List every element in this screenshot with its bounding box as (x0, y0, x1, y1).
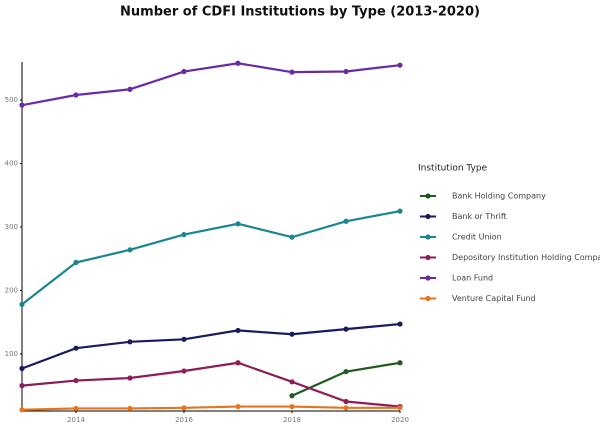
legend-label: Bank Holding Company (452, 192, 546, 201)
legend-marker (425, 193, 431, 199)
data-point (343, 369, 349, 375)
data-point (19, 301, 25, 307)
data-point (127, 375, 133, 381)
data-point (19, 407, 25, 413)
series-line (21, 62, 401, 107)
data-point (127, 247, 133, 253)
data-point (181, 68, 187, 75)
legend-title: Institution Type (418, 164, 488, 174)
series-line (21, 210, 401, 306)
series-line (21, 322, 401, 370)
data-point (289, 393, 295, 399)
y-tick-label: 200 (5, 286, 18, 294)
legend-marker (425, 254, 431, 261)
x-tick-label: 2014 (67, 416, 85, 424)
y-tick-label: 400 (5, 160, 18, 168)
data-point (289, 331, 295, 337)
legend-label: Bank or Thrift (452, 212, 507, 221)
data-point (127, 405, 133, 412)
legend-marker (425, 295, 431, 302)
data-point (73, 377, 79, 384)
x-tick-label: 2018 (283, 416, 301, 424)
data-point (343, 405, 349, 411)
y-tick-label: 100 (5, 350, 18, 358)
data-point (343, 68, 349, 75)
data-point (397, 208, 403, 214)
legend-marker (425, 213, 431, 220)
legend-marker (425, 234, 431, 240)
data-point (343, 326, 349, 332)
data-point (19, 383, 25, 389)
data-point (289, 234, 295, 240)
data-point (235, 327, 241, 334)
data-point (289, 403, 295, 410)
data-point (235, 60, 241, 66)
x-tick-label: 2020 (391, 416, 409, 424)
data-point (127, 86, 133, 92)
data-point (343, 218, 349, 224)
legend-label: Venture Capital Fund (452, 294, 536, 303)
data-point (289, 69, 295, 75)
data-point (181, 405, 187, 411)
data-point (181, 336, 187, 342)
data-point (19, 365, 25, 372)
data-point (127, 339, 133, 345)
series-line (291, 361, 401, 397)
data-point (397, 360, 403, 366)
data-point (73, 259, 79, 266)
data-point (289, 379, 295, 385)
data-point (235, 221, 241, 227)
data-point (73, 345, 79, 351)
data-point (73, 92, 79, 98)
data-point (235, 360, 241, 366)
y-tick-label: 300 (5, 223, 18, 231)
data-point (73, 405, 79, 412)
legend-label: Depository Institution Holding Company (452, 253, 600, 262)
data-point (343, 398, 349, 405)
data-point (397, 321, 403, 327)
x-tick-label: 2016 (175, 416, 193, 424)
data-point (19, 102, 25, 108)
data-point (181, 368, 187, 374)
legend-marker (425, 275, 431, 281)
legend-label: Credit Union (452, 233, 502, 242)
data-point (397, 405, 403, 411)
series-line (21, 361, 401, 408)
data-point (235, 403, 241, 410)
data-point (397, 62, 403, 68)
chart-title: Number of CDFI Institutions by Type (201… (120, 5, 480, 20)
series-line (21, 405, 400, 411)
data-point (181, 231, 187, 238)
y-tick-label: 500 (5, 96, 18, 104)
legend-label: Loan Fund (452, 274, 493, 283)
